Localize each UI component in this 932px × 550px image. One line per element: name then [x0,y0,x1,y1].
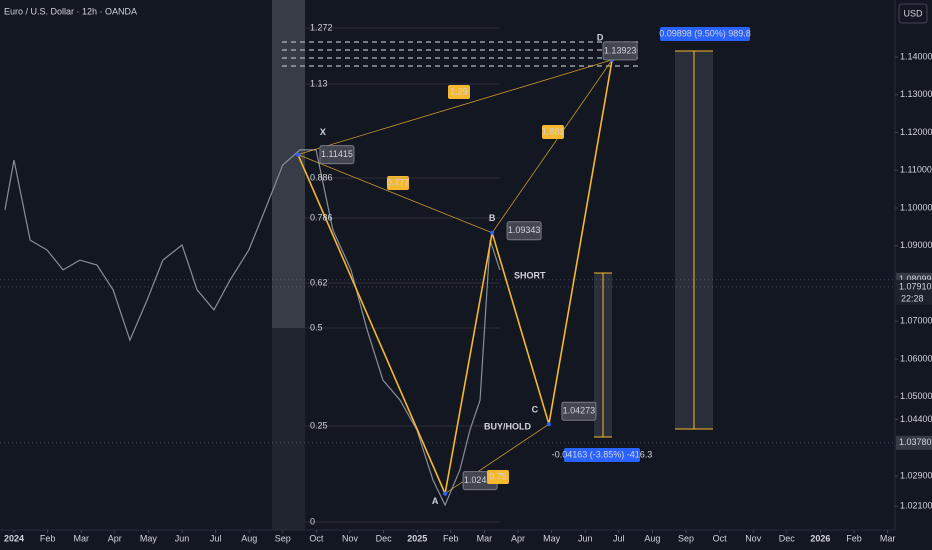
value-box [319,145,355,165]
ratio-box [448,85,470,99]
price-line [4,149,501,507]
fib-label: 0.886 [310,172,333,182]
x-tick-label: Nov [745,533,762,543]
x-tick-label: Mar [477,533,493,543]
pattern-point [546,422,551,427]
ratio-label: 1.29 [450,86,468,96]
fib-label: 0.5 [310,322,323,332]
currency-button[interactable] [898,3,928,24]
ratio-box [542,125,564,139]
x-tick-label: Aug [241,533,257,543]
fib-label: 1.13 [310,78,328,88]
y-tick-label: 1.14000 [900,51,932,61]
fib-label: 0.25 [310,420,328,430]
ratio-box [487,470,509,484]
price-tag-label: 1.07910 [899,281,932,291]
countdown: 22:28 [901,293,924,303]
note: BUY/HOLD [484,421,532,431]
highlight-band-top [272,0,305,328]
x-tick-label: Oct [713,533,728,543]
y-tick-label: 1.10000 [900,202,932,212]
price-tag [896,279,932,294]
price-tag [896,435,932,450]
fib-label: 0.786 [310,212,333,222]
x-tick-label: Dec [376,533,393,543]
target-lines [282,41,640,67]
x-tick-label: 2026 [810,533,830,543]
y-tick-label: 1.12000 [900,127,932,137]
x-tick-label: 2024 [4,533,24,543]
ratio-label: 0.777 [387,177,410,187]
currency[interactable]: USD [903,8,923,18]
x-tick-label: Feb [40,533,56,543]
value-box [602,41,638,61]
fib-label: 1.272 [310,22,333,32]
ratio-line [297,154,493,234]
ratio-line [297,59,613,155]
point-letter: X [320,127,326,137]
x-tick-label: 2025 [407,533,427,543]
x-tick-label: Mar [73,533,89,543]
ratio-label: 0.75 [489,471,507,481]
value-box [506,221,542,241]
price-tag-label: 1.08099 [899,274,932,284]
x-tick-label: Sep [275,533,291,543]
y-tick-label: 1.11000 [900,165,932,175]
x-tick-label: Dec [779,533,796,543]
fib-label: 0.62 [310,277,328,287]
countdown-tag [896,292,932,305]
point-letter: C [532,405,539,415]
value-label: 1.04273 [563,406,596,416]
x-tick-label: Sep [678,533,694,543]
x-tick-label: Jun [175,533,190,543]
x-tick-label: Apr [108,533,122,543]
x-tick-label: Jun [578,533,593,543]
y-tick-label: 1.07000 [900,316,932,326]
ratio-line [491,59,613,234]
pattern-point [295,152,300,157]
y-tick-label: 1.09000 [900,240,932,250]
x-tick-label: Oct [309,533,324,543]
point-letter: A [432,496,439,506]
x-tick-label: Apr [511,533,525,543]
y-tick-label: 1.05000 [900,391,932,401]
value-label: 1.02435 [464,475,497,485]
measure-box [660,27,750,41]
x-tick-label: Nov [342,533,359,543]
value-label: 1.09343 [508,225,541,235]
measure-label: 0.09898 (9.50%) 989.8 [659,28,751,38]
y-tick-label: 1.02900 [900,470,932,480]
measure-box [564,448,640,462]
ratio-label: 1.881 [542,126,565,136]
symbol-title: Euro / U.S. Dollar · 12h · OANDA [4,6,137,16]
note: SHORT [514,270,546,280]
y-tick-label: 1.04400 [900,414,932,424]
value-label: 1.13923 [604,45,637,55]
x-tick-label: May [140,533,158,543]
x-tick-label: May [543,533,561,543]
y-tick-label: 1.02100 [900,501,932,511]
ratio-line [444,423,550,494]
value-label: 1.11415 [321,149,353,159]
time-axis [0,530,932,550]
price-tag-label: 1.03780 [899,437,932,447]
x-tick-label: Jul [210,533,222,543]
x-tick-label: Feb [846,533,862,543]
pattern-point [443,491,448,496]
y-tick-label: 1.13000 [900,89,932,99]
y-tick-label: 1.06000 [900,353,932,363]
ratio-box [387,176,409,190]
x-tick-label: Mar [880,533,896,543]
pattern-point [490,230,495,235]
point-letter: D [597,32,604,42]
x-tick-label: Feb [443,533,459,543]
measure-label: -0.04163 (-3.85%) -416.3 [552,449,653,459]
value-box [561,401,597,421]
x-tick-label: Jul [613,533,625,543]
x-tick-label: Aug [644,533,660,543]
fib-label: 0 [310,516,315,526]
